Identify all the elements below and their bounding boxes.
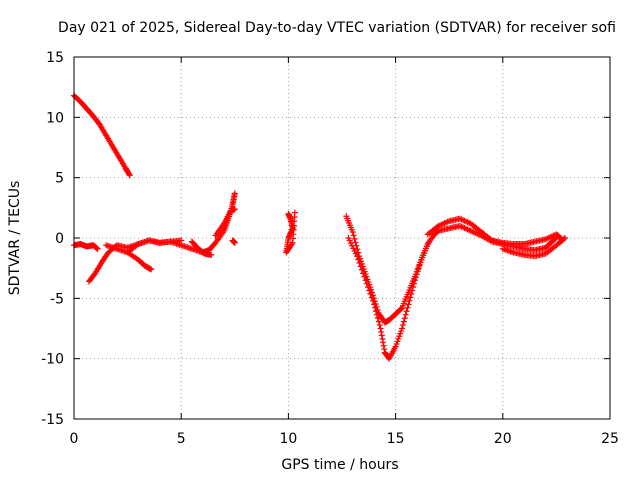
data-point: [410, 284, 417, 291]
data-point: [374, 315, 381, 322]
data-point: [148, 266, 155, 273]
series-arc-e: [124, 190, 238, 256]
data-point: [409, 287, 416, 294]
data-point: [368, 294, 375, 301]
y-tick-label: 15: [46, 50, 64, 66]
series-arc-g: [212, 206, 238, 239]
data-point: [561, 235, 568, 241]
data-point: [413, 271, 420, 278]
data-point: [415, 265, 422, 272]
data-point: [358, 266, 365, 273]
data-point: [373, 311, 380, 318]
data-point: [378, 328, 385, 335]
y-tick-label: 5: [55, 171, 64, 187]
data-point: [416, 262, 423, 269]
data-point: [379, 335, 386, 342]
data-point: [406, 297, 413, 304]
series-arc-i: [283, 209, 298, 256]
data-point: [208, 251, 215, 258]
data-point: [408, 291, 415, 298]
data-point: [399, 325, 406, 332]
data-point: [94, 245, 101, 252]
data-point: [288, 241, 295, 248]
x-tick-label: 10: [279, 431, 297, 447]
series-arc-b: [71, 241, 101, 252]
data-point: [380, 339, 387, 346]
data-point: [361, 273, 368, 280]
data-point: [560, 236, 567, 243]
x-axis-label: GPS time / hours: [281, 457, 398, 473]
x-tick-label: 0: [70, 431, 79, 447]
data-point: [378, 332, 385, 339]
data-point: [366, 287, 373, 294]
data-point: [369, 297, 376, 304]
data-point: [362, 277, 369, 284]
data-point: [401, 315, 408, 322]
data-point: [402, 311, 409, 318]
data-point: [407, 294, 414, 301]
data-point: [354, 253, 361, 260]
data-point: [380, 342, 387, 349]
y-tick-labels: -15 -10 -5 0 5 10 15: [41, 50, 64, 428]
grid: [74, 57, 610, 419]
data-point: [372, 304, 379, 311]
chart-title: Day 021 of 2025, Sidereal Day-to-day VTE…: [58, 20, 616, 36]
data-point: [372, 308, 379, 315]
series-arc-a: [71, 92, 133, 179]
data-point: [355, 256, 362, 263]
x-tick-label: 25: [601, 431, 619, 447]
y-axis-label: SDTVAR / TECUs: [7, 181, 23, 296]
data-point: [412, 274, 419, 281]
data-point: [231, 190, 238, 197]
data-point: [410, 280, 417, 287]
data-point: [399, 322, 406, 329]
data-point: [371, 301, 378, 308]
data-point: [411, 277, 418, 284]
data-point: [400, 318, 407, 325]
series-arc-m: [499, 235, 568, 260]
data-point: [414, 268, 421, 275]
data-point: [350, 232, 357, 239]
y-tick-label: -15: [41, 412, 64, 428]
y-tick-label: -5: [50, 291, 64, 307]
data-point: [367, 291, 374, 298]
data-point: [375, 318, 382, 325]
data-point: [231, 206, 238, 213]
data-point: [351, 235, 358, 242]
data-point: [398, 305, 405, 312]
data-point: [381, 346, 388, 353]
data-point: [377, 325, 384, 332]
data-point: [363, 280, 370, 287]
x-tick-label: 5: [177, 431, 186, 447]
data-point: [360, 270, 367, 277]
series-arc-f: [188, 238, 215, 258]
series-arc-h: [229, 237, 238, 246]
x-tick-labels: 0 5 10 15 20 25: [70, 431, 619, 447]
data-point: [356, 259, 363, 266]
y-tick-label: -10: [41, 352, 64, 368]
data-point: [286, 233, 293, 240]
y-tick-label: 0: [55, 231, 64, 247]
data-point: [357, 263, 364, 270]
data-point: [231, 239, 238, 246]
y-tick-label: 10: [46, 110, 64, 126]
data-point: [405, 301, 412, 308]
x-tick-label: 15: [387, 431, 405, 447]
x-tick-label: 20: [494, 431, 512, 447]
data-point: [403, 308, 410, 315]
data-point: [349, 228, 356, 235]
data-point: [376, 322, 383, 329]
data-point: [352, 239, 359, 246]
data-point: [417, 259, 424, 266]
data-point: [286, 232, 293, 239]
data-point: [365, 284, 372, 291]
data-points: [71, 92, 568, 362]
data-point: [404, 304, 411, 311]
data-point: [126, 172, 133, 179]
data-point: [291, 209, 298, 216]
plot-frame: [73, 56, 611, 420]
data-point: [126, 171, 133, 178]
